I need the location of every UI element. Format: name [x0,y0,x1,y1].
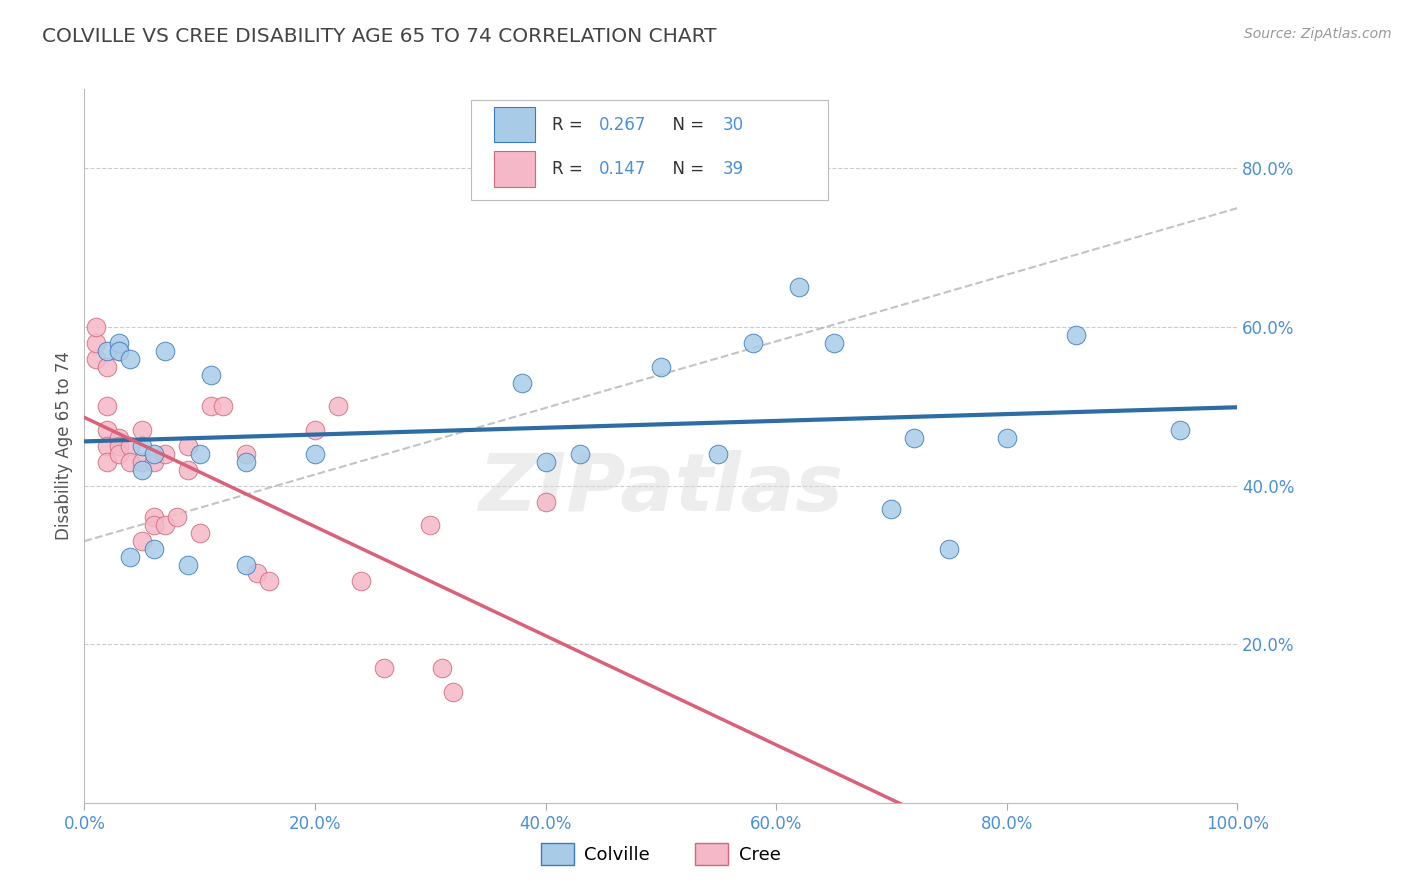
Point [177,558,200,572]
Point [108,431,131,445]
Text: 0.147: 0.147 [599,161,645,178]
Point [326,400,349,414]
Point [707,447,730,461]
Point [235,558,257,572]
Text: Source: ZipAtlas.com: Source: ZipAtlas.com [1244,27,1392,41]
Point [441,685,464,699]
Point [131,463,153,477]
Text: COLVILLE VS CREE DISABILITY AGE 65 TO 74 CORRELATION CHART: COLVILLE VS CREE DISABILITY AGE 65 TO 74… [42,27,717,45]
Point [96,423,118,437]
Point [108,335,131,350]
Point [304,423,326,437]
Point [153,447,176,461]
Point [304,447,326,461]
Point [787,280,810,294]
Point [142,447,165,461]
Point [166,510,188,524]
Point [108,343,131,358]
Point [903,431,925,445]
Point [246,566,269,580]
Point [742,335,765,350]
Point [534,494,557,508]
Point [131,455,153,469]
Point [108,439,131,453]
Point [235,455,257,469]
Point [211,400,233,414]
Text: N =: N = [662,161,710,178]
Point [177,439,200,453]
Point [153,343,176,358]
Point [200,400,222,414]
Point [177,463,200,477]
Point [131,534,153,549]
Text: R =: R = [553,161,589,178]
Point [419,518,441,533]
Point [650,359,672,374]
Point [84,320,107,334]
Text: R =: R = [553,116,589,134]
Text: ZIPatlas: ZIPatlas [478,450,844,528]
Point [1168,423,1191,437]
Bar [494,152,536,187]
Point [257,574,280,588]
Point [823,335,845,350]
Point [569,447,592,461]
Point [200,368,222,382]
Point [1064,328,1087,343]
FancyBboxPatch shape [471,100,828,200]
Point [84,335,107,350]
Text: N =: N = [662,116,710,134]
Point [142,518,165,533]
Point [120,439,142,453]
Point [142,455,165,469]
Point [120,549,142,564]
Y-axis label: Disability Age 65 to 74: Disability Age 65 to 74 [55,351,73,541]
Point [84,351,107,366]
Point [512,376,534,390]
Point [96,455,118,469]
Point [108,343,131,358]
Point [995,431,1018,445]
Point [96,400,118,414]
Legend: Colville, Cree: Colville, Cree [534,836,787,872]
Point [188,526,211,541]
Text: 30: 30 [723,116,744,134]
Point [96,343,118,358]
Point [131,423,153,437]
Point [96,439,118,453]
Point [350,574,373,588]
Point [153,518,176,533]
Point [120,351,142,366]
Bar [494,107,536,143]
Point [96,359,118,374]
Point [534,455,557,469]
Point [142,542,165,557]
Point [108,447,131,461]
Point [880,502,903,516]
Point [938,542,960,557]
Text: 0.267: 0.267 [599,116,645,134]
Point [131,439,153,453]
Text: 39: 39 [723,161,744,178]
Point [430,661,453,675]
Point [373,661,395,675]
Point [188,447,211,461]
Point [120,455,142,469]
Point [142,510,165,524]
Point [235,447,257,461]
